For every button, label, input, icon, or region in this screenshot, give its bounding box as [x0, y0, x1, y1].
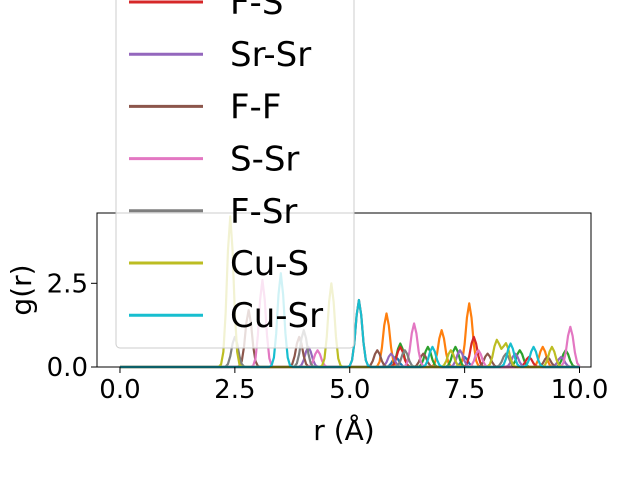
x-tick-label: 7.5: [444, 375, 485, 405]
legend-label: Cu-Sr: [230, 296, 323, 336]
y-tick-label: 0.0: [47, 353, 88, 383]
legend-label: F-F: [230, 87, 281, 127]
legend: F-S Sr-Sr F-F S-Sr F-Sr Cu-S Cu-Sr: [115, 0, 355, 349]
x-tick-label: 2.5: [214, 375, 255, 405]
x-tick-label: 10.0: [551, 375, 609, 405]
y-axis-label: g(r): [5, 264, 38, 315]
y-tick-label: 2.5: [47, 269, 88, 299]
legend-label: Cu-S: [230, 244, 309, 284]
x-tick-label: 5.0: [329, 375, 370, 405]
axis-ticks: 0.0 2.5 5.0 7.5 10.0 0.0 2.5: [47, 269, 609, 405]
legend-label: S-Sr: [230, 140, 299, 180]
x-axis-label: r (Å): [313, 413, 374, 447]
x-tick-label: 0.0: [99, 375, 140, 405]
legend-label: F-Sr: [230, 192, 297, 232]
legend-label: F-S: [230, 0, 283, 23]
legend-box: [115, 0, 355, 349]
legend-label: Sr-Sr: [230, 35, 311, 75]
